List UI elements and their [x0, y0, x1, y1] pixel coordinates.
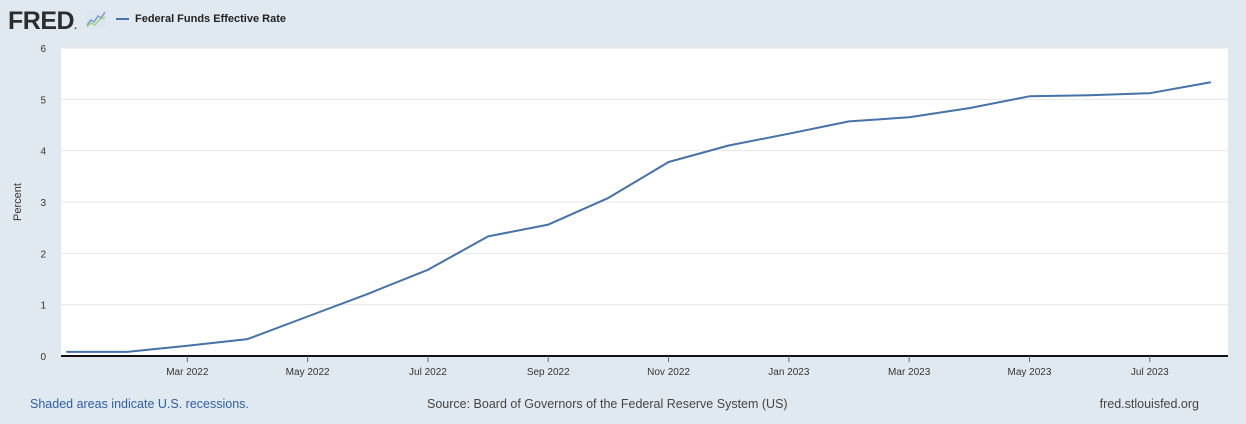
- y-tick-label: 3: [40, 198, 46, 209]
- y-tick-label: 5: [40, 95, 46, 106]
- data-point: [726, 143, 731, 148]
- data-point: [1027, 94, 1032, 99]
- x-tick-label: May 2023: [1008, 367, 1052, 378]
- data-point: [546, 222, 551, 227]
- data-point: [847, 119, 852, 124]
- legend-swatch: [116, 18, 129, 20]
- data-point: [666, 159, 671, 164]
- data-point: [305, 314, 310, 319]
- source-text: Source: Board of Governors of the Federa…: [427, 397, 788, 411]
- y-axis-label: Percent: [12, 183, 24, 221]
- y-tick-label: 2: [40, 249, 46, 260]
- x-tick-label: Jul 2022: [409, 367, 447, 378]
- x-tick-label: Nov 2022: [647, 367, 690, 378]
- data-point: [1147, 91, 1152, 96]
- fred-logo[interactable]: FRED.: [8, 6, 77, 42]
- data-point: [606, 195, 611, 200]
- x-tick-label: May 2022: [286, 367, 330, 378]
- y-tick-label: 4: [40, 147, 46, 158]
- data-point: [425, 267, 430, 272]
- data-point: [365, 291, 370, 296]
- y-tick-label: 0: [40, 352, 46, 363]
- x-tick-label: Jul 2023: [1131, 367, 1169, 378]
- recession-note-link[interactable]: Shaded areas indicate U.S. recessions.: [30, 397, 249, 411]
- y-tick-label: 6: [40, 44, 46, 55]
- fred-logo-dot: .: [74, 21, 77, 32]
- data-point: [65, 349, 70, 354]
- series-line: [66, 81, 1211, 353]
- x-tick-label: Mar 2023: [888, 367, 931, 378]
- data-point: [185, 343, 190, 348]
- fred-logo-text: FRED: [8, 7, 75, 35]
- fred-graph-icon: [86, 10, 106, 28]
- x-tick-label: Sep 2022: [527, 367, 570, 378]
- data-point: [1087, 93, 1092, 98]
- y-tick-label: 1: [40, 301, 46, 312]
- data-point: [486, 234, 491, 239]
- data-point: [786, 131, 791, 136]
- data-point: [907, 115, 912, 120]
- data-point: [245, 337, 250, 342]
- legend[interactable]: Federal Funds Effective Rate: [116, 13, 286, 25]
- x-tick-label: Jan 2023: [768, 367, 810, 378]
- data-point: [967, 106, 972, 111]
- data-point: [1207, 80, 1212, 85]
- legend-label: Federal Funds Effective Rate: [135, 13, 286, 25]
- site-url-text[interactable]: fred.stlouisfed.org: [1099, 397, 1199, 411]
- data-point: [125, 349, 130, 354]
- x-tick-label: Mar 2022: [166, 367, 209, 378]
